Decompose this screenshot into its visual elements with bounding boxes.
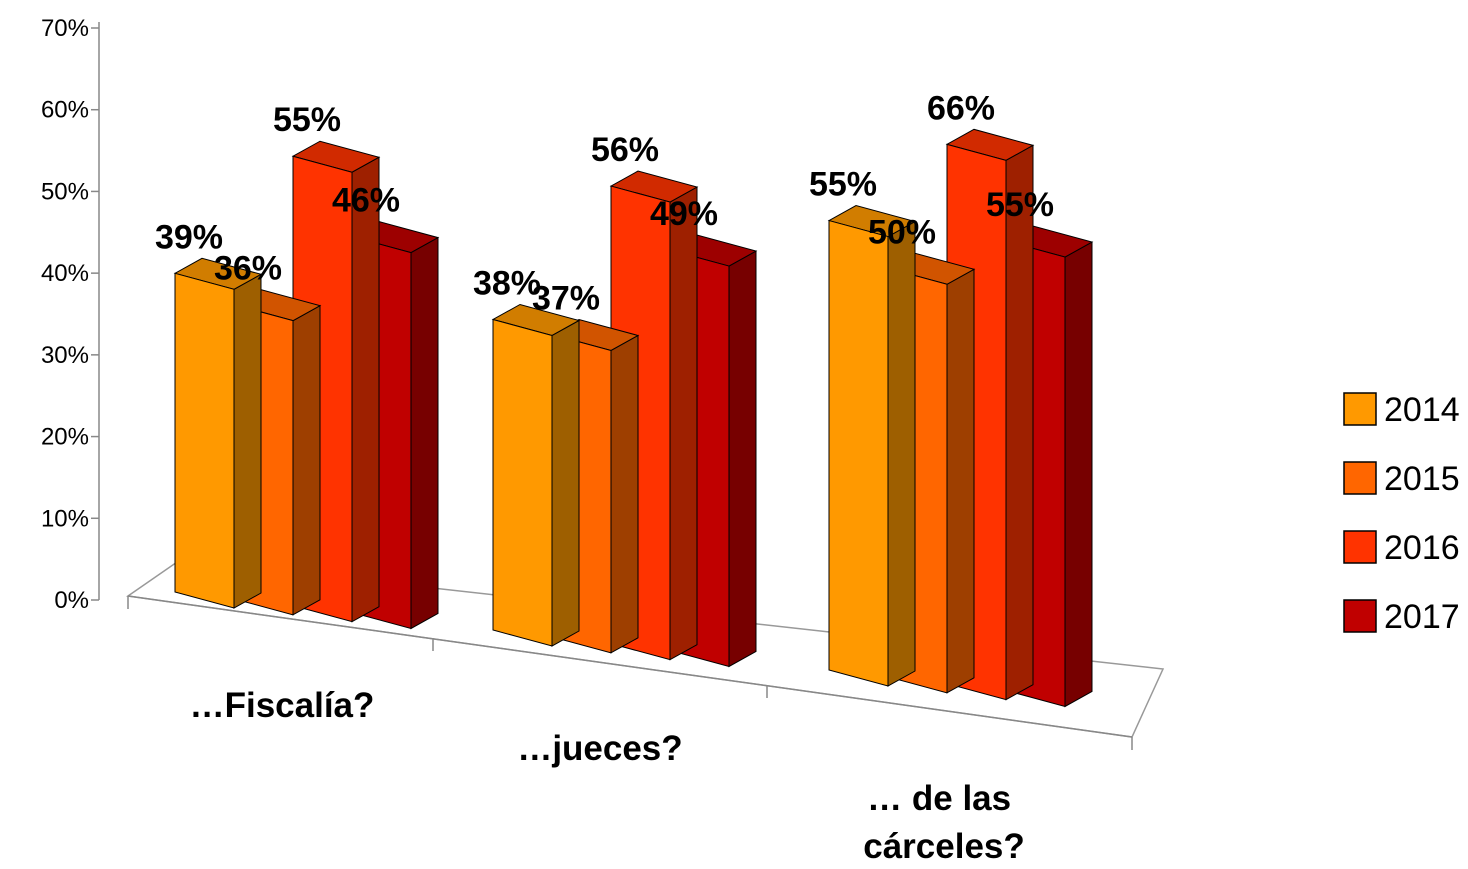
bar-2017-2-side bbox=[1064, 241, 1093, 708]
bar-2014-1-side bbox=[551, 319, 580, 647]
bar-2014-0-side bbox=[233, 273, 262, 609]
legend-label-2014: 2014 bbox=[1384, 391, 1460, 429]
data-label-2017-0: 46% bbox=[332, 182, 400, 220]
bar-2016-0-side bbox=[351, 156, 380, 623]
x-axis-line bbox=[127, 595, 1133, 738]
data-label-2015-0: 36% bbox=[214, 250, 282, 288]
y-tick-label: 20% bbox=[41, 424, 89, 451]
y-tick-label: 10% bbox=[41, 505, 89, 532]
legend-label-2016: 2016 bbox=[1384, 529, 1460, 567]
data-label-2017-2: 55% bbox=[986, 186, 1054, 224]
y-tick-label: 30% bbox=[41, 342, 89, 369]
category-labels: …Fiscalía? …jueces? … de las cárceles? bbox=[190, 686, 1025, 866]
data-label-2014-0: 39% bbox=[155, 218, 223, 256]
y-tick-label: 0% bbox=[54, 587, 89, 614]
data-label-2014-2: 55% bbox=[809, 166, 877, 204]
data-label-2015-2: 50% bbox=[868, 213, 936, 251]
legend-swatch-2014 bbox=[1343, 392, 1377, 426]
bar-2017-0-side bbox=[410, 236, 439, 630]
bar-2017-1-side bbox=[728, 250, 757, 668]
y-tick-label: 40% bbox=[41, 260, 89, 287]
legend-swatch-2015 bbox=[1343, 461, 1377, 495]
legend-swatch-2017 bbox=[1343, 599, 1377, 633]
legend-label-2015: 2015 bbox=[1384, 460, 1460, 498]
legend-label-2017: 2017 bbox=[1384, 598, 1460, 636]
bar-2016-1-side bbox=[669, 186, 698, 661]
y-tick-label: 60% bbox=[41, 97, 89, 124]
bar-2015-2-side bbox=[946, 268, 975, 694]
bar-2014-2-side bbox=[887, 220, 916, 687]
axes: 0% 10% 20% 30% 40% 50% 60% 70% bbox=[41, 15, 1165, 750]
bars bbox=[173, 128, 1094, 708]
legend-swatch-2016 bbox=[1343, 530, 1377, 564]
y-tick-label: 70% bbox=[41, 15, 89, 42]
category-label-2: … de las cárceles? bbox=[863, 779, 1025, 866]
bar-2015-0-side bbox=[292, 304, 321, 616]
y-tick-label: 50% bbox=[41, 178, 89, 205]
legend: 2014 2015 2016 2017 bbox=[1343, 391, 1460, 636]
bar-2014-1 bbox=[492, 318, 553, 647]
category-label-2-line2: cárceles? bbox=[863, 827, 1025, 866]
data-label-2016-1: 56% bbox=[591, 131, 659, 169]
category-label-2-line1: … de las bbox=[867, 779, 1011, 818]
bar-2016-2-side bbox=[1005, 144, 1034, 701]
category-label-0: …Fiscalía? bbox=[190, 686, 375, 725]
data-label-2017-1: 49% bbox=[650, 195, 718, 233]
data-label-2016-0: 55% bbox=[273, 101, 341, 139]
bar-2015-1-side bbox=[610, 334, 639, 654]
data-label-2016-2: 66% bbox=[927, 89, 995, 127]
bar-2014-2 bbox=[828, 219, 889, 687]
data-label-2014-1: 38% bbox=[473, 264, 541, 302]
data-label-2015-1: 37% bbox=[532, 279, 600, 317]
bar-2014-0 bbox=[174, 272, 235, 609]
category-label-1: …jueces? bbox=[517, 729, 682, 768]
data-labels: 39%36% 55% 46% 38%37% 56% 49% 55% 50% 66% 55% bbox=[155, 89, 1054, 317]
